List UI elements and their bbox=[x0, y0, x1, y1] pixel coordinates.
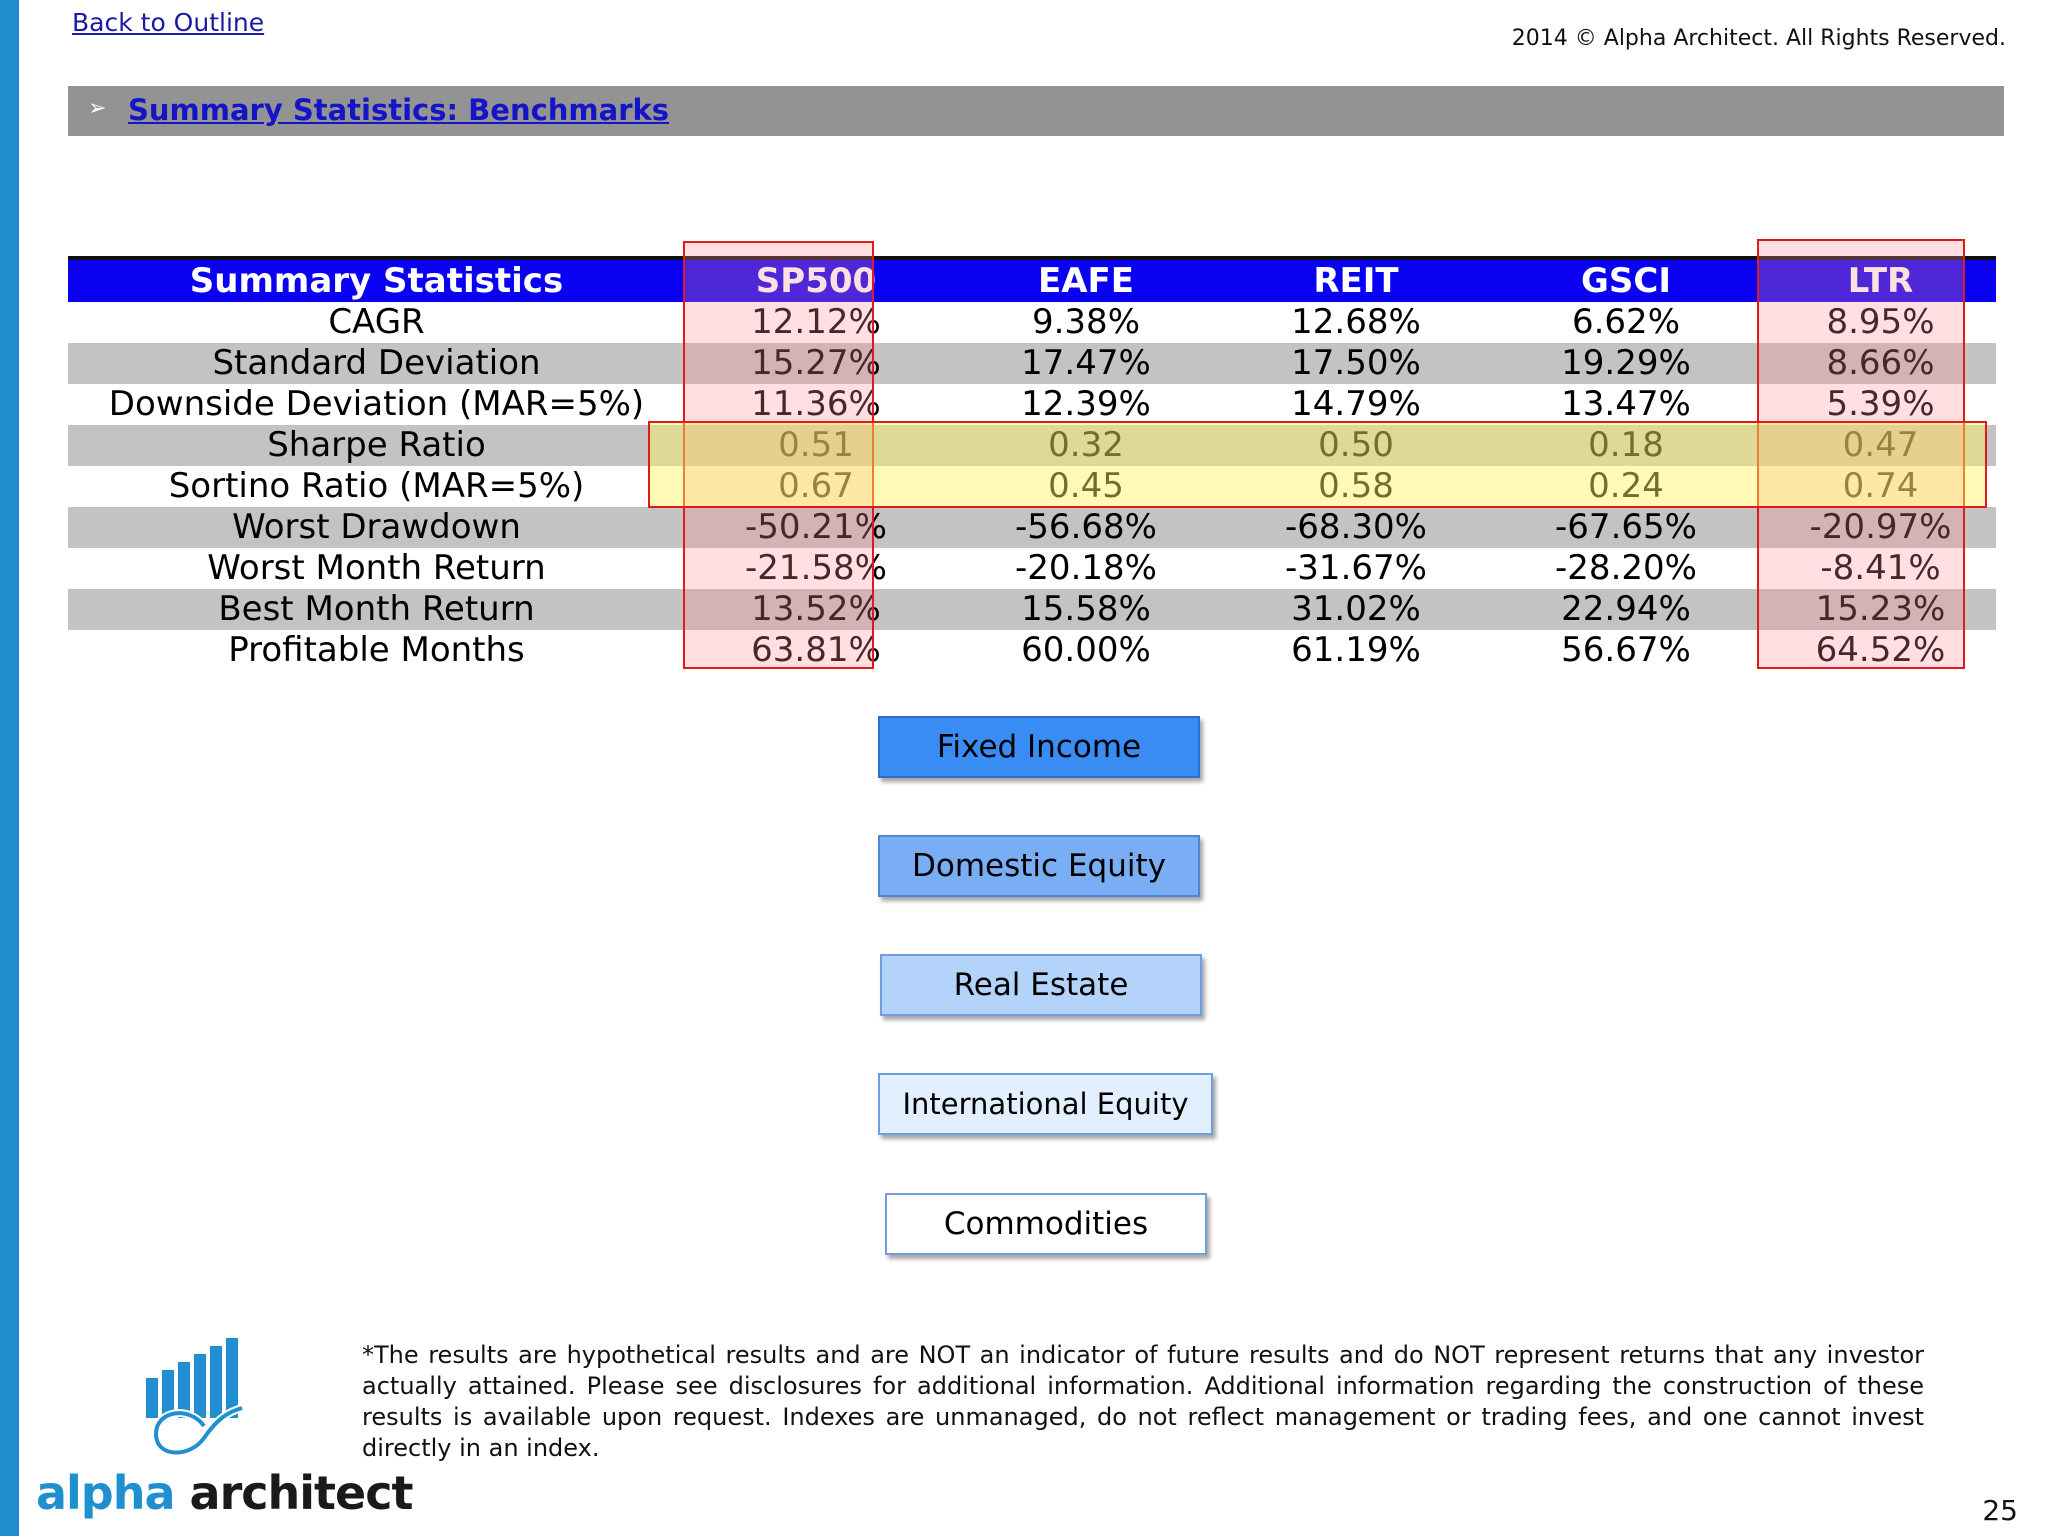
table-cell: -21.58% bbox=[745, 548, 887, 588]
section-header-bar: ➢ Summary Statistics: Benchmarks bbox=[68, 86, 2004, 136]
table-cell: 13.52% bbox=[685, 589, 947, 630]
summary-statistics-table: Summary Statistics SP500 EAFE REIT GSCI … bbox=[68, 256, 1996, 671]
row-label: Profitable Months bbox=[228, 630, 525, 670]
table-cell: 0.74 bbox=[1842, 466, 1919, 506]
table-cell: 61.19% bbox=[1291, 630, 1421, 670]
column-header: Summary Statistics bbox=[68, 256, 685, 302]
column-header: LTR bbox=[1765, 256, 1996, 302]
row-label: Best Month Return bbox=[68, 589, 685, 630]
column-header: SP500 bbox=[685, 256, 947, 302]
logo-word-architect: architect bbox=[174, 1466, 414, 1520]
table-cell: 22.94% bbox=[1487, 589, 1765, 630]
section-title-link[interactable]: Summary Statistics: Benchmarks bbox=[128, 93, 670, 127]
table-cell: -20.18% bbox=[1015, 548, 1157, 588]
table-row: CAGR 12.12% 9.38% 12.68% 6.62% 8.95% bbox=[68, 302, 1996, 343]
table-cell: 0.18 bbox=[1487, 425, 1765, 466]
disclaimer-text: *The results are hypothetical results an… bbox=[362, 1341, 1924, 1462]
table-cell: 0.67 bbox=[778, 466, 854, 506]
row-label: Sortino Ratio (MAR=5%) bbox=[168, 466, 585, 506]
table-cell: 17.47% bbox=[947, 343, 1225, 384]
table-row: Best Month Return 13.52% 15.58% 31.02% 2… bbox=[68, 589, 1996, 630]
table-cell: 15.27% bbox=[685, 343, 947, 384]
table-cell: -50.21% bbox=[685, 507, 947, 548]
logo-word-alpha: alpha bbox=[36, 1466, 176, 1520]
table-cell: 0.24 bbox=[1588, 466, 1664, 506]
table-cell: -56.68% bbox=[947, 507, 1225, 548]
table-cell: 64.52% bbox=[1815, 630, 1946, 670]
real-estate-button[interactable]: Real Estate bbox=[880, 954, 1202, 1016]
row-label: Worst Month Return bbox=[207, 548, 546, 588]
table-cell: 6.62% bbox=[1571, 302, 1680, 342]
table-row: Sharpe Ratio 0.51 0.32 0.50 0.18 0.47 bbox=[68, 425, 1996, 466]
table-header-row: Summary Statistics SP500 EAFE REIT GSCI … bbox=[68, 256, 1996, 302]
table-cell: 12.39% bbox=[1021, 384, 1151, 424]
back-to-outline-link[interactable]: Back to Outline bbox=[72, 8, 265, 37]
international-equity-button[interactable]: International Equity bbox=[878, 1073, 1213, 1135]
alpha-architect-logo-icon bbox=[146, 1338, 246, 1460]
column-header: REIT bbox=[1225, 256, 1487, 302]
table-cell: 0.50 bbox=[1225, 425, 1487, 466]
row-label: Worst Drawdown bbox=[68, 507, 685, 548]
table-cell: 56.67% bbox=[1561, 630, 1691, 670]
column-header: GSCI bbox=[1487, 256, 1765, 302]
table-cell: 8.95% bbox=[1826, 302, 1935, 342]
row-label: CAGR bbox=[328, 302, 425, 342]
commodities-button[interactable]: Commodities bbox=[885, 1193, 1207, 1255]
copyright-text: 2014 © Alpha Architect. All Rights Reser… bbox=[1511, 26, 2006, 51]
table-cell: 0.45 bbox=[1048, 466, 1124, 506]
table-cell: 9.38% bbox=[1031, 302, 1140, 342]
column-header: EAFE bbox=[947, 256, 1225, 302]
row-label: Downside Deviation (MAR=5%) bbox=[108, 384, 645, 424]
table-cell: 0.58 bbox=[1318, 466, 1394, 506]
table-cell: 13.47% bbox=[1561, 384, 1691, 424]
alpha-architect-logo-text: alpha architect bbox=[36, 1466, 413, 1520]
table-cell: 8.66% bbox=[1765, 343, 1996, 384]
table-cell: 0.47 bbox=[1765, 425, 1996, 466]
table-cell: 12.68% bbox=[1291, 302, 1421, 342]
row-label: Sharpe Ratio bbox=[68, 425, 685, 466]
page-number: 25 bbox=[1982, 1494, 2018, 1527]
table-row: Standard Deviation 15.27% 17.47% 17.50% … bbox=[68, 343, 1996, 384]
domestic-equity-button[interactable]: Domestic Equity bbox=[878, 835, 1200, 897]
table-row: Downside Deviation (MAR=5%) 11.36% 12.39… bbox=[68, 384, 1996, 425]
table-cell: -8.41% bbox=[1820, 548, 1941, 588]
table-cell: -28.20% bbox=[1555, 548, 1697, 588]
table-cell: -20.97% bbox=[1765, 507, 1996, 548]
table-cell: -31.67% bbox=[1285, 548, 1427, 588]
table-cell: 63.81% bbox=[751, 630, 881, 670]
table-cell: 14.79% bbox=[1291, 384, 1421, 424]
table-cell: 0.32 bbox=[947, 425, 1225, 466]
table-cell: 12.12% bbox=[751, 302, 881, 342]
table-cell: 11.36% bbox=[751, 384, 881, 424]
row-label: Standard Deviation bbox=[68, 343, 685, 384]
table-row: Sortino Ratio (MAR=5%) 0.67 0.45 0.58 0.… bbox=[68, 466, 1996, 507]
table-cell: -68.30% bbox=[1225, 507, 1487, 548]
table-cell: 31.02% bbox=[1225, 589, 1487, 630]
table-cell: 15.58% bbox=[947, 589, 1225, 630]
table-row: Worst Month Return -21.58% -20.18% -31.6… bbox=[68, 548, 1996, 589]
fixed-income-button[interactable]: Fixed Income bbox=[878, 716, 1200, 778]
table-cell: 60.00% bbox=[1021, 630, 1151, 670]
left-accent-bar bbox=[0, 0, 19, 1536]
table-cell: 5.39% bbox=[1826, 384, 1935, 424]
table-cell: 0.51 bbox=[685, 425, 947, 466]
table-cell: 17.50% bbox=[1225, 343, 1487, 384]
table-cell: 19.29% bbox=[1487, 343, 1765, 384]
arrow-bullet-icon: ➢ bbox=[88, 96, 107, 121]
table-row: Profitable Months 63.81% 60.00% 61.19% 5… bbox=[68, 630, 1996, 671]
table-cell: 15.23% bbox=[1765, 589, 1996, 630]
table-row: Worst Drawdown -50.21% -56.68% -68.30% -… bbox=[68, 507, 1996, 548]
table-cell: -67.65% bbox=[1487, 507, 1765, 548]
